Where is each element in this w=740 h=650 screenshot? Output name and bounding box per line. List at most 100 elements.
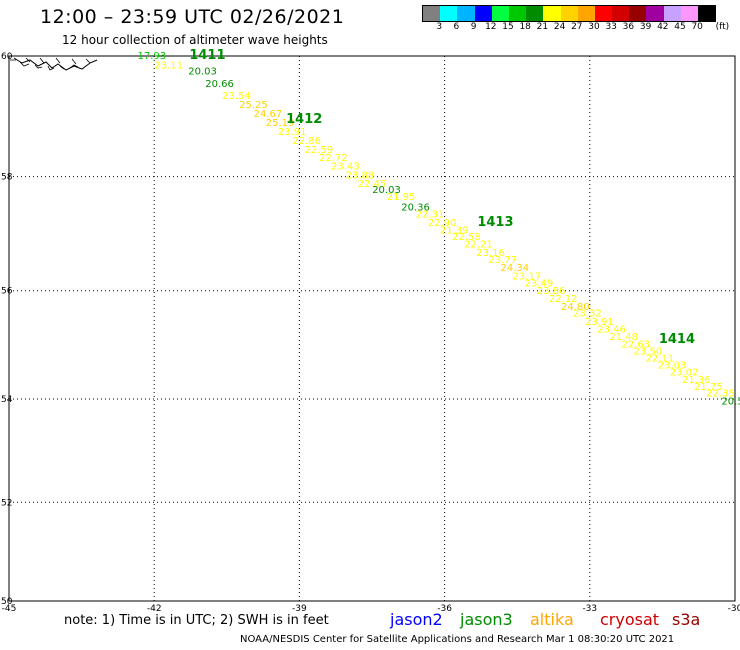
wave-height-label: 23.32 xyxy=(573,309,602,320)
wave-height-label: 21.36 xyxy=(682,375,711,386)
wave-height-label: 20.66 xyxy=(205,79,234,90)
satellite-jason3: jason3 xyxy=(460,610,513,629)
legend-swatch xyxy=(612,6,630,21)
legend-label: 33 xyxy=(605,22,617,32)
legend-swatch xyxy=(698,6,716,21)
wave-height-label: 24.80 xyxy=(561,302,590,313)
color-legend xyxy=(422,5,717,22)
wave-height-label: 23.02 xyxy=(670,368,699,379)
legend-label: 24 xyxy=(553,22,566,32)
wave-height-label: 23.50 xyxy=(634,347,663,358)
wave-height-label: 21.95 xyxy=(387,192,416,203)
x-tick-label: -42 xyxy=(147,604,162,614)
legend-label: 6 xyxy=(453,22,460,32)
wave-height-label: 22.72 xyxy=(319,153,348,164)
legend-label: 70 xyxy=(691,22,703,32)
axis-ticks: -45 -42 -39 -36 -33 -30 60 58 56 54 52 50 xyxy=(1,52,740,614)
wave-height-label: 22.12 xyxy=(549,294,578,305)
wave-height-label: 22.45 xyxy=(358,179,387,190)
wave-height-label: 22.31 xyxy=(416,209,445,220)
legend-label: 39 xyxy=(639,22,652,32)
y-tick-label: 56 xyxy=(1,287,13,297)
legend-label: 27 xyxy=(571,22,583,32)
legend-swatch xyxy=(457,6,475,21)
y-tick-label: 60 xyxy=(1,52,13,62)
wave-height-label: 25.25 xyxy=(239,100,268,111)
wave-height-label: 23.88 xyxy=(346,170,375,181)
legend-swatch xyxy=(474,6,492,21)
legend-label: 3 xyxy=(436,22,443,32)
legend-swatch xyxy=(560,6,578,21)
wave-height-label: 23.86 xyxy=(537,286,566,297)
pass-number-label: 1414 xyxy=(659,332,695,347)
legend-swatch xyxy=(646,6,664,21)
pass-labels: 1411 1412 1413 1414 xyxy=(189,48,695,347)
color-legend-labels: 3 6 9 12 15 18 21 24 27 30 33 36 39 42 45 70 (ft) xyxy=(422,22,740,34)
wave-height-label: 23.91 xyxy=(585,317,614,328)
wave-height-label: 21.75 xyxy=(694,382,723,393)
legend-swatch xyxy=(577,6,595,21)
map-grid xyxy=(8,55,736,602)
wave-height-label: 21.48 xyxy=(609,332,638,343)
legend-swatch xyxy=(440,6,458,21)
wave-height-label: 22.35 xyxy=(706,388,735,399)
legend-swatch xyxy=(594,6,613,21)
wave-height-label: 23.16 xyxy=(476,248,505,259)
x-tick-label: -39 xyxy=(292,604,307,614)
wave-height-label: 20.36 xyxy=(401,202,430,213)
legend-label: 21 xyxy=(536,22,549,32)
wave-height-label: 21.39 xyxy=(440,225,469,236)
legend-label: 36 xyxy=(622,22,635,32)
x-tick-label: -30 xyxy=(728,604,740,614)
satellite-jason2: jason2 xyxy=(390,610,443,629)
wave-height-label: 20.03 xyxy=(188,67,217,78)
wave-height-label: 24.34 xyxy=(500,263,529,274)
wave-height-label: 17.93 xyxy=(137,51,166,62)
wave-height-label: 22.58 xyxy=(452,232,481,243)
legend-label: 18 xyxy=(519,22,531,32)
legend-label: 12 xyxy=(485,22,497,32)
wave-height-label: 23.11 xyxy=(154,60,183,71)
x-tick-label: -33 xyxy=(582,604,597,614)
y-tick-label: 58 xyxy=(1,173,13,183)
legend-label: 15 xyxy=(502,22,514,32)
pass-number-label: 1411 xyxy=(189,48,225,63)
legend-swatch xyxy=(508,6,527,21)
wave-height-label: 23.43 xyxy=(331,162,360,173)
footer-note: note: 1) Time is in UTC; 2) SWH is in fe… xyxy=(64,613,329,628)
pass-number-label: 1413 xyxy=(477,215,513,230)
credit-line: NOAA/NESDIS Center for Satellite Applica… xyxy=(240,634,675,645)
wave-height-label: 23.54 xyxy=(222,91,251,102)
map-frame xyxy=(8,55,736,602)
wave-height-label: 23.46 xyxy=(597,325,626,336)
page-subtitle: 12 hour collection of altimeter wave hei… xyxy=(62,33,328,47)
legend-swatch xyxy=(680,6,698,21)
y-tick-label: 54 xyxy=(1,395,13,405)
y-tick-label: 50 xyxy=(1,597,13,607)
wave-height-label: 22.21 xyxy=(464,240,493,251)
wave-height-label: 22.59 xyxy=(304,145,333,156)
page-title: 12:00 – 23:59 UTC 02/26/2021 xyxy=(40,6,345,28)
wave-height-points: 17.9323.1120.0320.6623.5425.2524.6725.19… xyxy=(137,51,740,407)
wave-height-label: 23.03 xyxy=(658,361,687,372)
wave-height-label: 24.67 xyxy=(254,109,283,120)
legend-swatch xyxy=(629,6,647,21)
y-tick-label: 52 xyxy=(1,498,12,508)
wave-height-label: 22.86 xyxy=(292,136,321,147)
wave-height-label: 25.19 xyxy=(266,118,295,129)
wave-height-label: 23.77 xyxy=(488,255,517,266)
wave-height-label: 20.5 xyxy=(721,396,740,407)
wave-height-label: 22.63 xyxy=(621,340,650,351)
wave-height-label: 20.03 xyxy=(372,185,401,196)
legend-label: 42 xyxy=(657,22,669,32)
legend-label: 30 xyxy=(588,22,600,32)
wave-height-label: 23.49 xyxy=(525,278,554,289)
x-tick-label: -36 xyxy=(437,604,452,614)
legend-unit: (ft) xyxy=(715,22,730,32)
wave-height-label: 23.91 xyxy=(278,127,307,138)
satellite-cryosat: cryosat xyxy=(600,610,660,629)
satellite-altika: altika xyxy=(530,610,574,629)
legend-label: 9 xyxy=(470,22,477,32)
legend-swatch xyxy=(423,6,441,21)
